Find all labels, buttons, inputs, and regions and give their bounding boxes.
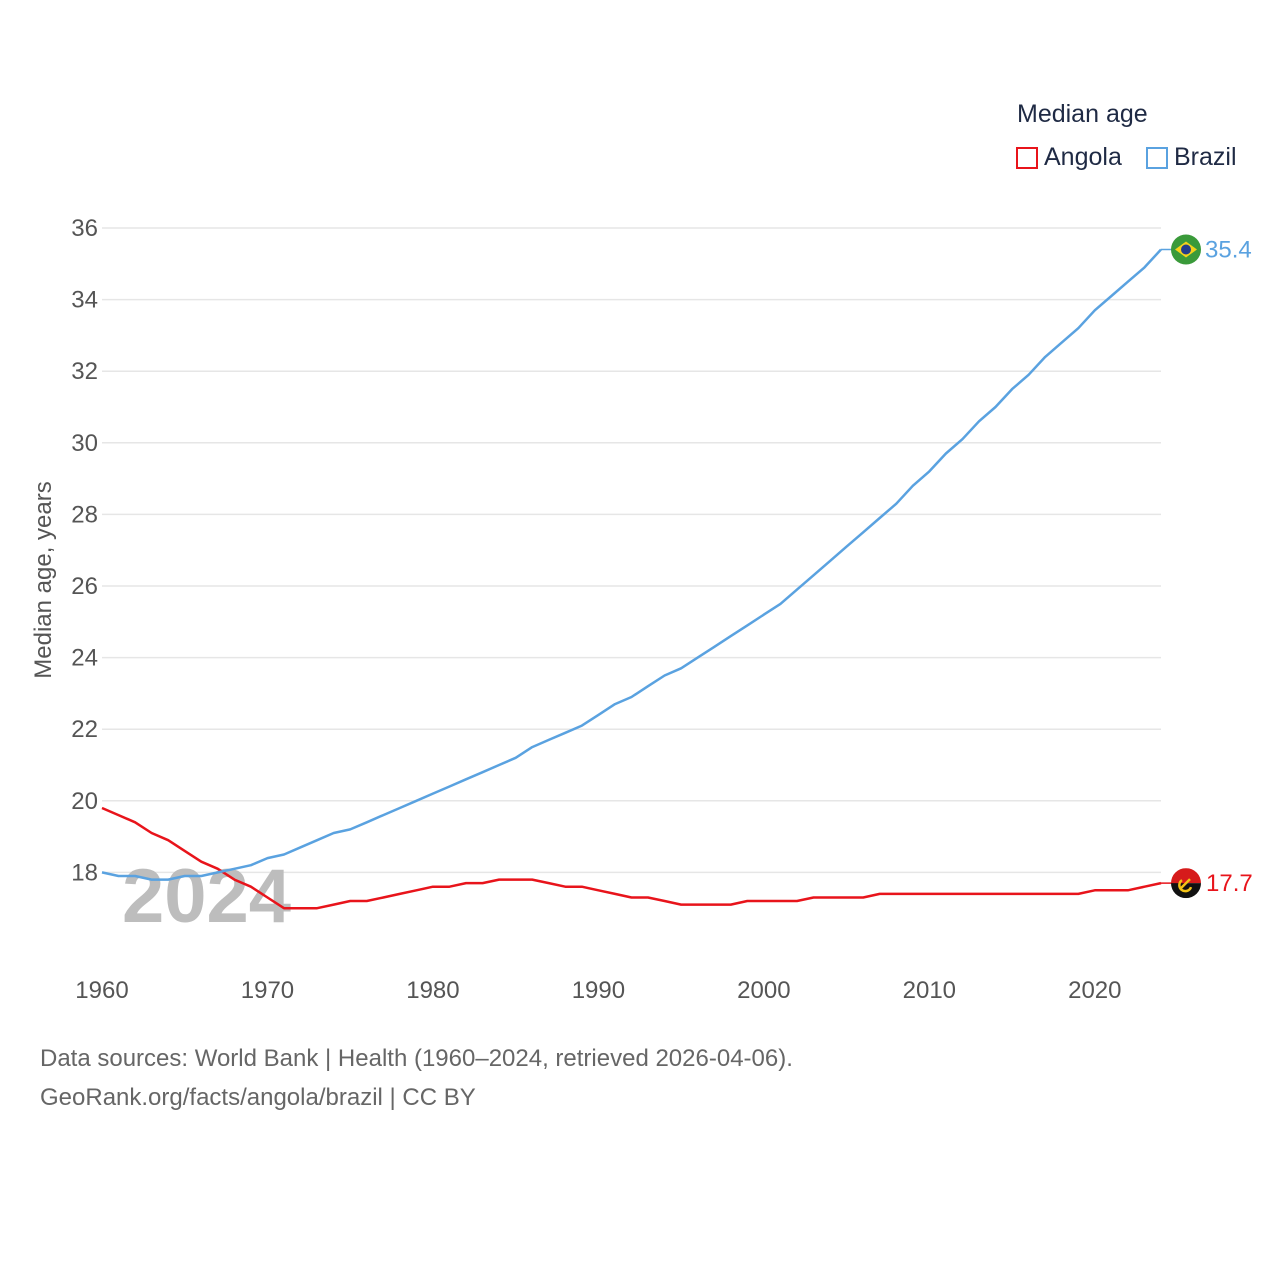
x-tick-2010: 2010: [903, 977, 956, 1004]
source-line-2[interactable]: GeoRank.org/facts/angola/brazil | CC BY: [40, 1084, 476, 1111]
series-line-brazil[interactable]: [101, 248, 1162, 881]
y-tick-26: 26: [71, 573, 98, 600]
legend-swatch-angola: [1016, 146, 1038, 169]
source-line-1: Data sources: World Bank | Health (1960–…: [40, 1045, 793, 1072]
legend-item-brazil[interactable]: Brazil: [1146, 143, 1237, 172]
x-tick-labels: 1960 1970 1980 1990 2000 2010 2020: [75, 977, 1121, 1004]
angola-flag-icon: [1171, 868, 1201, 899]
y-tick-34: 34: [71, 287, 98, 314]
x-tick-2020: 2020: [1068, 977, 1121, 1004]
series-lines: [101, 248, 1186, 910]
series-line-angola[interactable]: [101, 806, 1162, 910]
brazil-end-label: 35.4: [1205, 236, 1252, 263]
y-tick-30: 30: [71, 430, 98, 457]
angola-end-label: 17.7: [1206, 870, 1253, 897]
legend-item-angola[interactable]: Angola: [1016, 143, 1122, 172]
legend-title: Median age: [1017, 100, 1148, 128]
y-tick-28: 28: [71, 501, 98, 528]
brazil-flag-icon: [1171, 234, 1201, 265]
y-axis-label: Median age, years: [30, 481, 57, 678]
y-tick-20: 20: [71, 788, 98, 815]
x-tick-2000: 2000: [737, 977, 790, 1004]
watermark-year: 2024: [122, 854, 291, 939]
y-tick-18: 18: [71, 859, 98, 886]
x-tick-1990: 1990: [572, 977, 625, 1004]
y-tick-24: 24: [71, 645, 98, 672]
y-tick-22: 22: [71, 716, 98, 743]
y-tick-labels: 18 20 22 24 26 28 30 32 34 36: [71, 215, 98, 886]
x-tick-1980: 1980: [406, 977, 459, 1004]
legend-label-brazil: Brazil: [1174, 143, 1237, 171]
legend-swatch-brazil: [1146, 146, 1168, 169]
legend-label-angola: Angola: [1044, 143, 1122, 171]
y-tick-32: 32: [71, 358, 98, 385]
grid-lines: [102, 227, 1161, 874]
x-tick-1960: 1960: [75, 977, 128, 1004]
x-tick-1970: 1970: [241, 977, 294, 1004]
y-tick-36: 36: [71, 215, 98, 242]
